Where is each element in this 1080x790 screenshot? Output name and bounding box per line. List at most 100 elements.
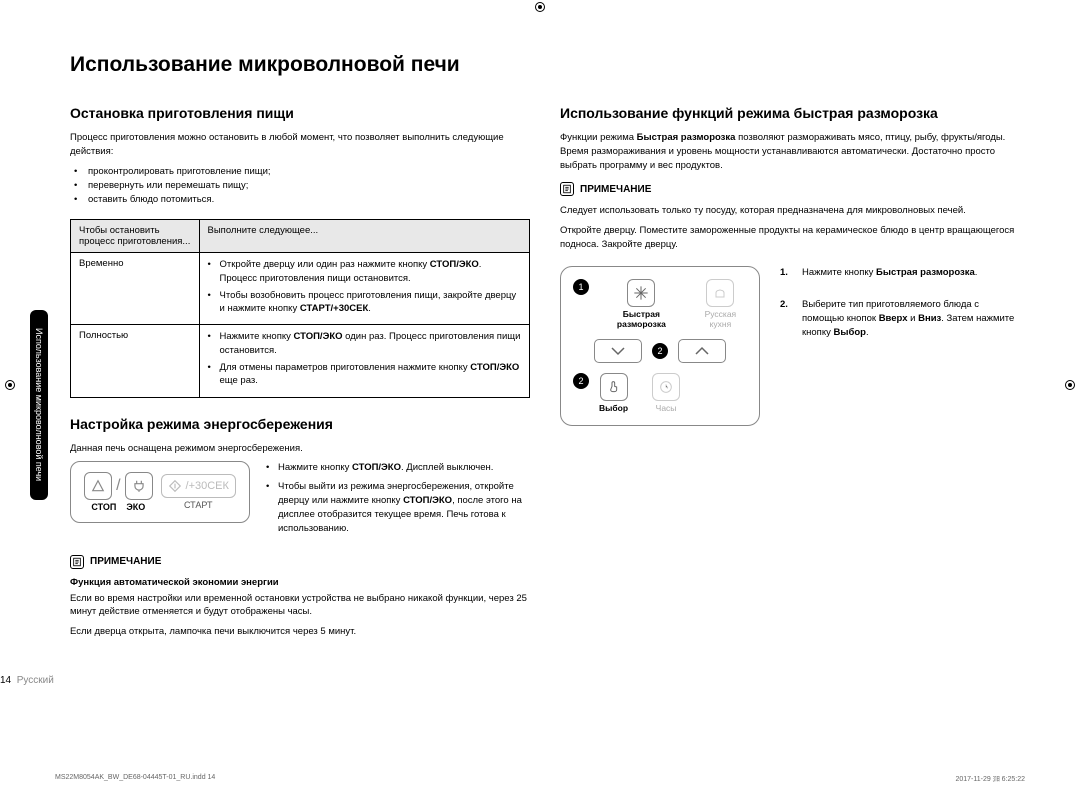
page-number: 14 Русский — [0, 675, 54, 686]
clock-cell: Часы — [652, 373, 680, 413]
start-30s-box: /+30СЕК — [161, 474, 236, 498]
table-cell: Откройте дверцу или один раз нажмите кно… — [199, 253, 529, 325]
bold: СТАРТ/+30СЕК — [300, 303, 368, 314]
page: Использование микроволновой печи Останов… — [0, 13, 1080, 675]
bold: Вверх — [879, 313, 908, 324]
list-item: проконтролировать приготовление пищи; — [74, 165, 530, 179]
bold: СТОП/ЭКО — [294, 331, 343, 342]
table-cell: Временно — [71, 253, 200, 325]
select-button-cell: Выбор — [599, 373, 628, 413]
meta-right: 2017-11-29 ㏾ 6:25:22 — [955, 774, 1025, 784]
clock-icon — [652, 373, 680, 401]
stop-intro: Процесс приготовления можно остановить в… — [70, 131, 530, 159]
stop-bullets: проконтролировать приготовление пищи; пе… — [70, 165, 530, 208]
eco-panel-row: / СТОП ЭКО — [70, 461, 530, 540]
stop-icon — [84, 472, 112, 500]
text: . — [975, 267, 978, 278]
start-label: СТАРТ — [184, 500, 213, 510]
defrost-steps: Нажмите кнопку Быстрая разморозка. Выбер… — [780, 266, 1020, 359]
note-icon — [560, 182, 574, 196]
bold: Быстрая разморозка — [876, 267, 975, 278]
diamond-icon — [168, 479, 182, 493]
meta-left: MS22M8054AK_BW_DE68-04445T-01_RU.indd 14 — [55, 774, 215, 784]
bold: Быстрая разморозка — [637, 132, 736, 143]
page-footer: 14 Русский — [0, 675, 1080, 686]
bold: Вниз — [918, 313, 941, 324]
eco-plug-icon — [125, 472, 153, 500]
text: и — [908, 313, 919, 324]
chef-hat-icon — [706, 279, 734, 307]
note-label: ПРИМЕЧАНИЕ — [90, 556, 161, 567]
lang-label: Русский — [17, 675, 54, 686]
note-icon — [70, 555, 84, 569]
list-item: Чтобы возобновить процесс приготовления … — [208, 289, 521, 316]
list-item: перевернуть или перемешать пищу; — [74, 179, 530, 193]
list-item: оставить блюдо потомиться. — [74, 193, 530, 207]
auto-energy-p1: Если во время настройки или временной ос… — [70, 592, 530, 620]
defrost-p2: Откройте дверцу. Поместите замороженные … — [560, 224, 1020, 252]
text: Нажмите кнопку — [802, 267, 876, 278]
table-cell: Нажмите кнопку СТОП/ЭКО один раз. Процес… — [199, 325, 529, 397]
right-column: Использование функций режима быстрая раз… — [560, 105, 1020, 645]
table-header: Выполните следующее... — [199, 220, 529, 253]
defrost-note: Следует использовать только ту посуду, к… — [560, 204, 1020, 218]
russian-label: Русская кухня — [694, 309, 747, 329]
bold: Выбор — [833, 327, 865, 338]
text: Откройте дверцу или один раз нажмите кно… — [220, 259, 430, 270]
plus30s-label: /+30СЕК — [186, 480, 229, 492]
bold: СТОП/ЭКО — [430, 259, 479, 270]
table-header: Чтобы остановить процесс приготовления..… — [71, 220, 200, 253]
text: . Дисплей выключен. — [401, 462, 493, 473]
table-cell: Полностью — [71, 325, 200, 397]
text: Функции режима — [560, 132, 637, 143]
note-row: ПРИМЕЧАНИЕ — [560, 182, 1020, 196]
heading-eco: Настройка режима энергосбережения — [70, 416, 530, 432]
defrost-control-panel: 1 Быстрая разморозка Русская кухня — [560, 266, 760, 427]
list-item: Нажмите кнопку СТОП/ЭКО один раз. Процес… — [208, 330, 521, 357]
text: еще раз. — [220, 375, 258, 386]
stop-label: СТОП — [91, 502, 116, 512]
text: . — [368, 303, 371, 314]
page-title: Использование микроволновой печи — [70, 53, 1020, 77]
step-item: Нажмите кнопку Быстрая разморозка. — [780, 266, 1020, 280]
snowflake-icon — [627, 279, 655, 307]
defrost-button-cell: Быстрая разморозка — [599, 279, 684, 329]
heading-defrost: Использование функций режима быстрая раз… — [560, 105, 1020, 121]
step-badge-2: 2 — [652, 343, 668, 359]
two-columns: Остановка приготовления пищи Процесс при… — [70, 105, 1020, 645]
text: Нажмите кнопку — [220, 331, 294, 342]
page-num: 14 — [0, 675, 11, 686]
bold: СТОП/ЭКО — [470, 362, 519, 373]
slash-icon: / — [116, 477, 120, 495]
step-badge-2b: 2 — [573, 373, 589, 389]
step-badge-1: 1 — [573, 279, 589, 295]
eco-instructions: Нажмите кнопку СТОП/ЭКО. Дисплей выключе… — [266, 461, 530, 540]
down-arrow-button — [594, 339, 642, 363]
footer-meta: MS22M8054AK_BW_DE68-04445T-01_RU.indd 14… — [55, 774, 1025, 784]
note-row: ПРИМЕЧАНИЕ — [70, 555, 530, 569]
auto-energy-heading: Функция автоматической экономии энергии — [70, 577, 530, 588]
left-column: Остановка приготовления пищи Процесс при… — [70, 105, 530, 645]
auto-energy-p2: Если дверца открыта, лампочка печи выклю… — [70, 625, 530, 639]
list-item: Нажмите кнопку СТОП/ЭКО. Дисплей выключе… — [266, 461, 530, 475]
list-item: Для отмены параметров приготовления нажм… — [208, 361, 521, 388]
bold: СТОП/ЭКО — [403, 495, 452, 506]
list-item: Откройте дверцу или один раз нажмите кно… — [208, 258, 521, 285]
note-label: ПРИМЕЧАНИЕ — [580, 184, 651, 195]
select-label: Выбор — [599, 403, 628, 413]
hand-tap-icon — [600, 373, 628, 401]
russian-cuisine-cell: Русская кухня — [694, 279, 747, 329]
control-panel-stop-eco: / СТОП ЭКО — [70, 461, 250, 523]
eco-intro: Данная печь оснащена режимом энергосбере… — [70, 442, 530, 456]
step-item: Выберите тип приготовляемого блюда с пом… — [780, 298, 1020, 341]
up-arrow-button — [678, 339, 726, 363]
clock-label: Часы — [656, 403, 677, 413]
list-item: Чтобы выйти из режима энергосбережения, … — [266, 480, 530, 537]
heading-stop: Остановка приготовления пищи — [70, 105, 530, 121]
crop-mark-top — [535, 2, 545, 12]
stop-table: Чтобы остановить процесс приготовления..… — [70, 219, 530, 397]
eco-label: ЭКО — [126, 502, 145, 512]
defrost-p1: Функции режима Быстрая разморозка позвол… — [560, 131, 1020, 172]
defrost-label: Быстрая разморозка — [599, 309, 684, 329]
text: . — [866, 327, 869, 338]
